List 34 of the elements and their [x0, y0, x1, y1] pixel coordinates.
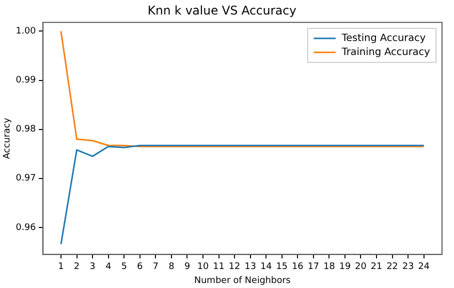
x-tick-label: 3 — [90, 262, 96, 272]
x-axis-title: Number of Neighbors — [194, 276, 291, 286]
y-axis-title: Accuracy — [2, 117, 13, 159]
x-tick-label: 20 — [355, 262, 367, 272]
y-tick-label: 1.00 — [16, 26, 36, 37]
x-tick-label: 9 — [184, 262, 190, 272]
x-tick-label: 8 — [168, 262, 175, 272]
y-tick-label: 0.97 — [16, 174, 36, 184]
x-tick-label: 2 — [74, 262, 80, 272]
x-tick-label: 21 — [370, 262, 382, 272]
x-tick-label: 7 — [152, 262, 159, 272]
x-tick-label: 4 — [105, 262, 112, 272]
y-tick-label: 0.98 — [16, 124, 36, 135]
x-tick-label: 13 — [244, 262, 256, 272]
legend-label: Training Accuracy — [340, 46, 430, 58]
y-tick-label: 0.99 — [16, 76, 36, 86]
x-tick-label: 23 — [402, 262, 414, 272]
x-tick-label: 1 — [58, 262, 64, 272]
x-tick-label: 11 — [213, 262, 224, 272]
x-tick-label: 10 — [197, 262, 209, 272]
x-tick-label: 16 — [292, 262, 304, 272]
y-tick-label: 0.96 — [16, 222, 36, 233]
x-tick-label: 19 — [339, 262, 351, 272]
x-tick-label: 14 — [260, 262, 272, 272]
x-tick-label: 24 — [418, 262, 430, 272]
chart-title: Knn k value VS Accuracy — [148, 3, 296, 18]
x-tick-label: 5 — [121, 262, 127, 272]
legend-label: Testing Accuracy — [340, 32, 426, 44]
x-tick-label: 12 — [228, 262, 240, 272]
x-tick-label: 6 — [137, 262, 143, 272]
x-tick-label: 22 — [386, 262, 398, 272]
x-tick-label: 18 — [323, 262, 336, 272]
x-tick-label: 17 — [308, 262, 320, 272]
x-tick-label: 15 — [276, 262, 288, 272]
